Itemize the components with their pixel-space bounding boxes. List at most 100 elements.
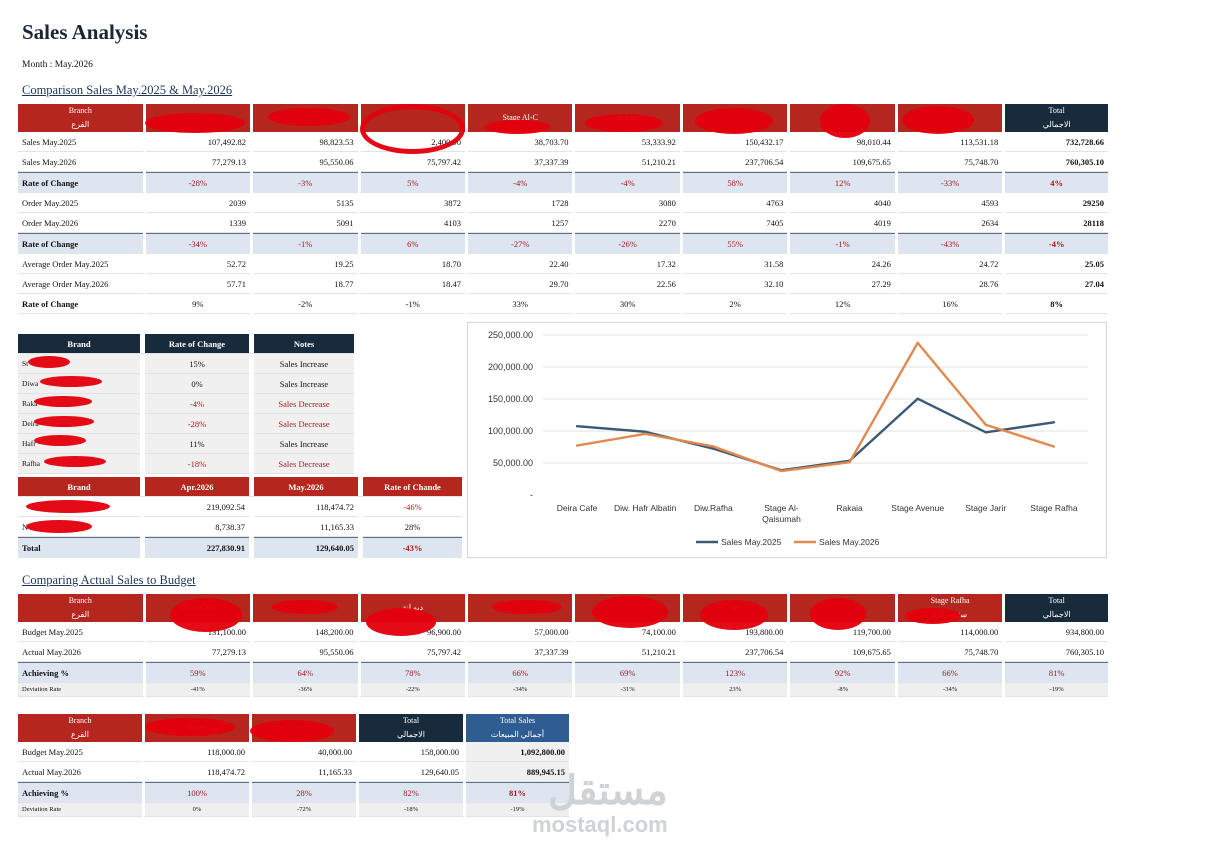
table-row: Actual May.2026 77,279.13 95,550.06 75,797.… (18, 642, 1108, 662)
table-cell: 109,675.65 (790, 642, 895, 662)
header-label-en: Total Sales (499, 716, 536, 725)
data-point (643, 432, 647, 436)
table-row: 219,092.54 118,474.72 -46% (18, 497, 462, 517)
watermark-arabic: مستقل (548, 769, 668, 813)
legend-label: Sales May.2026 (819, 537, 880, 547)
row-total: 8% (1005, 294, 1108, 314)
table-cell: -28% (145, 172, 251, 193)
redaction-mark (40, 376, 102, 387)
watermark-latin: mostaql.com (532, 812, 668, 837)
redaction-mark (820, 104, 870, 138)
table-cell: 9% (145, 294, 251, 314)
table-cell: 2039 (145, 193, 251, 213)
y-tick-label: 150,000.00 (488, 394, 533, 404)
brand-note: Sales Increase (254, 434, 354, 454)
row-label: Sales May.2026 (18, 152, 143, 172)
legend-label: Sales May.2025 (721, 537, 782, 547)
budget-section-title: Comparing Actual Sales to Budget (22, 573, 196, 587)
column-header: Rate of Change (145, 334, 249, 354)
table-cell: 11,165.33 (254, 517, 358, 537)
table-cell: 40,000.00 (252, 742, 356, 762)
header-label-en: Total (1048, 596, 1065, 605)
row-label: Average Order May.2026 (18, 274, 143, 294)
table-cell: 19.25 (253, 254, 358, 274)
table-cell: 2634 (897, 213, 1003, 233)
table-cell: 2270 (575, 213, 680, 233)
table-cell: 100% (145, 782, 249, 803)
brand-note: Sales Increase (254, 354, 354, 374)
table-cell: 237,706.54 (682, 642, 788, 662)
table-cell: 33% (467, 294, 573, 314)
table-cell: -31% (575, 683, 680, 697)
brand-month-table: Brand Apr.2026 May.2026 Rate of Chande 219,0… (18, 477, 462, 558)
table-cell: 75,797.42 (360, 152, 465, 172)
table-cell: 66% (467, 662, 573, 683)
header-label-ar: الفرع (71, 610, 90, 619)
column-header: Apr.2026 (145, 477, 249, 497)
row-label: Deviation Rate (18, 803, 142, 817)
table-cell: 22.56 (575, 274, 680, 294)
table-row: Order May.2025 2039 5135 3872 1728 3080 4763 40… (18, 193, 1108, 213)
table-cell: 24.72 (897, 254, 1003, 274)
x-tick-label: Diw.Rafha (694, 503, 733, 513)
table-row: Deviation Rate 0% -72% -18% -19% (18, 803, 569, 817)
table-row: Order May.2026 1339 5091 4103 1257 2270 7405 40… (18, 213, 1108, 233)
brand-rate-table: Brand Rate of Change Notes St 15% Sales Incre… (18, 334, 354, 474)
row-grand-total: 81% (466, 782, 569, 803)
x-tick-label: Stage Jarir (965, 503, 1006, 513)
redaction-mark (34, 435, 86, 446)
data-point (848, 461, 851, 464)
table-cell: 237,706.54 (682, 152, 788, 172)
table-cell: 4593 (897, 193, 1003, 213)
row-label: Order May.2025 (18, 193, 143, 213)
table-cell: 32.10 (682, 274, 788, 294)
table-cell: 114,000.00 (897, 622, 1003, 642)
data-point (575, 444, 579, 447)
table-cell: -72% (252, 803, 356, 817)
data-point (712, 445, 715, 448)
table-cell: -43% (897, 233, 1003, 254)
row-grand-total: 889,945.15 (466, 762, 569, 782)
data-point (916, 397, 919, 400)
table-cell: 18.70 (360, 254, 465, 274)
header-label-en: Stage Al-C (502, 113, 538, 122)
table-cell: -34% (145, 233, 251, 254)
column-header: Brand (18, 477, 140, 497)
brand-note: Sales Increase (254, 374, 354, 394)
y-tick-label: - (530, 490, 533, 500)
table-cell: 98,010.44 (790, 132, 895, 152)
row-label: Achieving % (18, 662, 143, 683)
data-point (780, 469, 783, 473)
table-cell: 118,000.00 (145, 742, 249, 762)
header-label-en: Total (402, 716, 420, 725)
table-cell: -43% (363, 537, 462, 558)
branch-header: Branch الفرع (18, 104, 143, 132)
table-row: Sales May.2026 77,279.13 95,550.06 75,797.4… (18, 152, 1108, 172)
table-cell: 51,210.21 (575, 152, 680, 172)
table-row: Rate of Change -34% -1% 6% -27% -26% 55% -1% -43… (18, 233, 1108, 254)
table-cell: -36% (253, 683, 358, 697)
row-label: Budget May.2025 (18, 742, 142, 762)
row-label: Budget May.2025 (18, 622, 143, 642)
table-row: Average Order May.2026 57.71 18.77 18.47 29.… (18, 274, 1108, 294)
total-row: Total 227,830.91 129,640.05 -43% (18, 537, 462, 558)
x-tick-label: Deira Cafe (557, 503, 598, 513)
row-grand-total: 1,092,800.00 (466, 742, 569, 762)
table-cell: -2% (253, 294, 358, 314)
table-cell: -3% (253, 172, 358, 193)
branch-header: Branch الفرع (18, 594, 143, 622)
table-cell: 78% (360, 662, 465, 683)
table-cell: 148,200.00 (253, 622, 358, 642)
table-cell: 29.70 (467, 274, 573, 294)
table-cell: 3080 (575, 193, 680, 213)
y-tick-label: 250,000.00 (488, 330, 533, 340)
table-cell: 77,279.13 (145, 152, 251, 172)
row-label: Actual May.2026 (18, 642, 143, 662)
data-point (984, 431, 988, 434)
brand-rate: 11% (145, 434, 249, 454)
table-cell: 118,474.72 (254, 497, 358, 517)
table-row: Achieving % 100% 28% 82% 81% (18, 782, 569, 803)
table-cell: 75,748.70 (897, 152, 1003, 172)
column-header: May.2026 (254, 477, 358, 497)
